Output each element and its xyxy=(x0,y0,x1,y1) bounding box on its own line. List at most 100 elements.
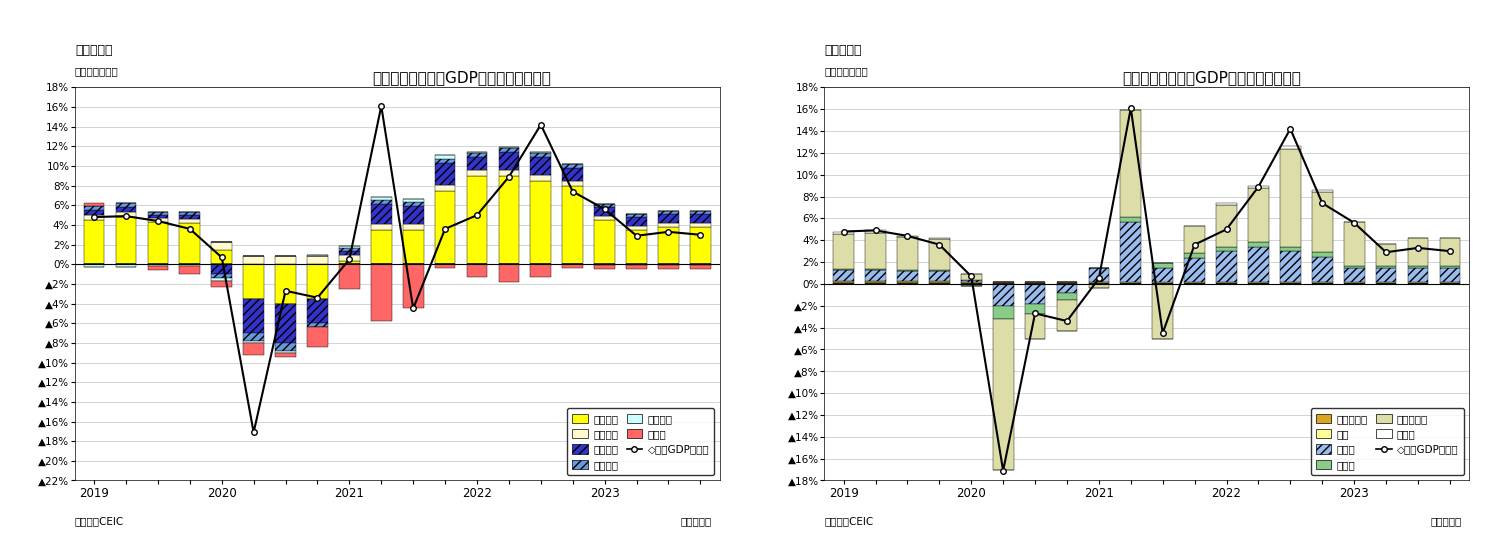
Bar xyxy=(1216,282,1237,283)
Bar xyxy=(370,200,391,204)
Bar xyxy=(1120,110,1141,217)
Bar xyxy=(1088,282,1109,283)
Bar xyxy=(531,264,552,277)
Bar xyxy=(1088,284,1109,288)
Bar xyxy=(1312,252,1333,257)
Bar xyxy=(1120,222,1141,282)
Bar xyxy=(1088,283,1109,284)
Bar xyxy=(1153,282,1174,283)
Bar xyxy=(276,353,295,357)
Bar xyxy=(403,264,424,308)
Bar xyxy=(370,264,391,321)
Bar xyxy=(1312,283,1333,284)
Bar xyxy=(992,306,1013,319)
Bar xyxy=(1343,222,1364,266)
Bar xyxy=(562,264,583,268)
Bar xyxy=(435,264,456,268)
Bar xyxy=(370,204,391,224)
Bar xyxy=(243,299,264,333)
Bar xyxy=(1376,282,1397,283)
Bar xyxy=(115,264,136,267)
Bar xyxy=(180,264,201,266)
Bar xyxy=(627,214,648,217)
Bar xyxy=(211,278,232,281)
Bar xyxy=(1216,203,1237,205)
Bar xyxy=(865,281,886,282)
Bar xyxy=(929,239,950,270)
Bar xyxy=(339,252,360,256)
Bar xyxy=(1057,282,1078,283)
Bar xyxy=(147,215,168,218)
Bar xyxy=(147,222,168,264)
Bar xyxy=(115,203,136,207)
Bar xyxy=(370,198,391,200)
Bar xyxy=(307,257,328,264)
Bar xyxy=(211,250,232,264)
Bar xyxy=(865,282,886,284)
Bar xyxy=(147,218,168,222)
Bar xyxy=(992,319,1013,470)
Bar xyxy=(84,215,105,220)
Bar xyxy=(147,266,168,270)
Bar xyxy=(1439,268,1460,282)
Bar xyxy=(865,233,886,269)
Bar xyxy=(562,181,583,186)
Bar xyxy=(1153,284,1174,339)
Bar xyxy=(339,262,360,264)
Bar xyxy=(84,206,105,210)
Bar xyxy=(1088,268,1109,282)
Bar xyxy=(276,351,295,353)
Bar xyxy=(562,164,583,168)
Bar xyxy=(1249,186,1268,188)
Bar xyxy=(1184,253,1205,258)
Legend: 民間消費, 政府消費, 民間投資, 公共投資, 在庫変動, 純輸出, ◇実質GDP成長率: 民間消費, 政府消費, 民間投資, 公共投資, 在庫変動, 純輸出, ◇実質GD… xyxy=(567,408,715,475)
Bar xyxy=(276,343,295,351)
Bar xyxy=(1408,239,1429,266)
Bar xyxy=(929,281,950,282)
Bar xyxy=(1025,283,1045,284)
Bar xyxy=(307,327,328,347)
Bar xyxy=(865,269,886,270)
Bar xyxy=(594,207,615,216)
Bar xyxy=(243,341,264,343)
Bar xyxy=(1184,283,1205,284)
Bar xyxy=(1280,247,1301,251)
Bar xyxy=(211,281,232,287)
Bar xyxy=(1025,284,1045,304)
Bar xyxy=(115,207,136,212)
Bar xyxy=(307,323,328,327)
Bar xyxy=(1312,282,1333,283)
Bar xyxy=(992,282,1013,283)
Bar xyxy=(658,264,679,265)
Bar xyxy=(961,274,982,280)
Bar xyxy=(180,223,201,264)
Bar xyxy=(307,299,328,323)
Bar xyxy=(1376,283,1397,284)
Bar xyxy=(1120,283,1141,284)
Bar xyxy=(403,203,424,206)
Bar xyxy=(833,281,854,282)
Bar xyxy=(1249,247,1268,282)
Bar xyxy=(1408,283,1429,284)
Text: （資料）CEIC: （資料）CEIC xyxy=(75,516,124,526)
Bar xyxy=(896,236,917,237)
Bar xyxy=(594,204,615,207)
Bar xyxy=(1249,242,1268,247)
Bar xyxy=(690,227,711,264)
Bar xyxy=(499,149,519,152)
Bar xyxy=(180,266,201,274)
Bar xyxy=(896,281,917,282)
Bar xyxy=(147,212,168,215)
Bar xyxy=(243,343,264,355)
Bar xyxy=(1057,293,1078,300)
Bar xyxy=(466,176,487,264)
Bar xyxy=(243,264,264,299)
Bar xyxy=(1216,205,1237,247)
Bar xyxy=(115,217,136,264)
Bar xyxy=(1439,266,1460,268)
Legend: 農林水産業, 鉱業, 製造業, 建設業, サービス業, その他, ◇実質GDP成長率: 農林水産業, 鉱業, 製造業, 建設業, サービス業, その他, ◇実質GDP成… xyxy=(1310,408,1465,475)
Bar xyxy=(1312,190,1333,192)
Bar xyxy=(1376,244,1397,266)
Bar xyxy=(1153,263,1174,268)
Bar xyxy=(1312,257,1333,282)
